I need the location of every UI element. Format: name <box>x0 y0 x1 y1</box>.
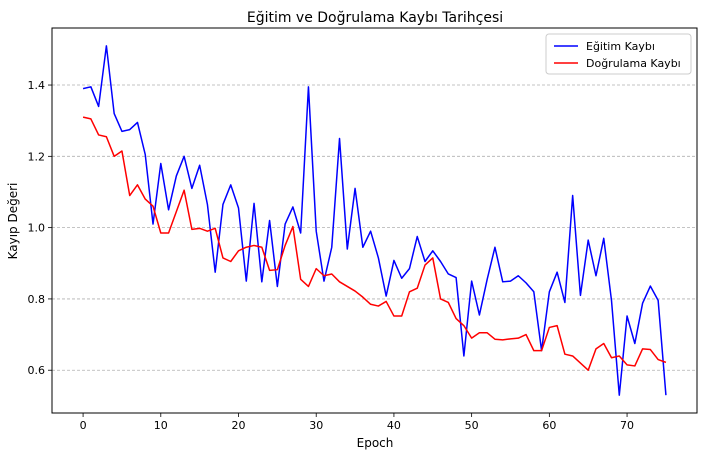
x-tick-label-1: 10 <box>154 419 168 432</box>
x-axis-ticks: 0 10 20 30 40 50 60 70 <box>80 413 634 432</box>
plot-frame <box>51 27 698 414</box>
y-axis-ticks: 0.6 0.8 1.0 1.2 1.4 <box>28 79 52 377</box>
x-tick-label-4: 40 <box>387 419 401 432</box>
x-tick-label-2: 20 <box>232 419 246 432</box>
x-tick-label-5: 50 <box>465 419 479 432</box>
y-tick-label-2: 1.0 <box>28 222 46 235</box>
legend-box <box>545 33 692 75</box>
legend-label-1: Doğrulama Kaybı <box>586 57 681 70</box>
series-line-0 <box>82 45 667 396</box>
x-axis-label: Epoch <box>357 436 394 450</box>
series-lines <box>82 45 667 396</box>
x-tick-label-6: 60 <box>542 419 556 432</box>
y-tick-label-0: 0.6 <box>28 364 46 377</box>
x-tick-label-7: 70 <box>620 419 634 432</box>
series-line-1 <box>82 116 667 371</box>
y-tick-label-4: 1.4 <box>28 79 46 92</box>
y-tick-label-3: 1.2 <box>28 150 46 163</box>
legend: Eğitim Kaybı Doğrulama Kaybı <box>545 33 692 75</box>
x-tick-label-0: 0 <box>80 419 87 432</box>
legend-label-0: Eğitim Kaybı <box>586 40 655 53</box>
y-tick-label-1: 0.8 <box>28 293 46 306</box>
y-axis-label: Kayıp Değeri <box>6 183 20 260</box>
chart-title: Eğitim ve Doğrulama Kaybı Tarihçesi <box>247 10 503 26</box>
x-tick-label-3: 30 <box>309 419 323 432</box>
